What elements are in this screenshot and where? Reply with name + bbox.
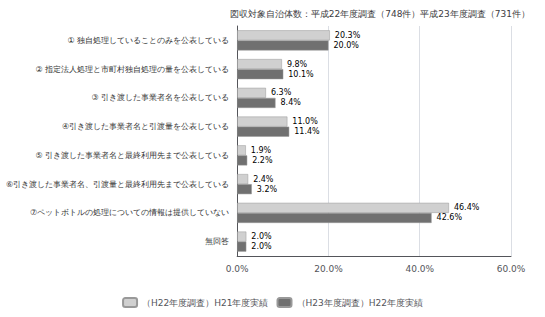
svg-text:④引き渡した事業者名と引渡量を公表している: ④引き渡した事業者名と引渡量を公表している — [62, 122, 229, 131]
svg-text:11.0%: 11.0% — [292, 117, 318, 126]
svg-text:2.2%: 2.2% — [252, 156, 273, 165]
svg-text:20.0%: 20.0% — [314, 264, 343, 274]
svg-text:② 指定法人処理と市町村独自処理の量を公表している: ② 指定法人処理と市町村独自処理の量を公表している — [35, 65, 229, 74]
svg-text:図収対象自治体数：平成22年度調査（748件）平成23年度調: 図収対象自治体数：平成22年度調査（748件）平成23年度調査（731件） — [230, 9, 530, 19]
svg-text:11.4%: 11.4% — [294, 127, 320, 136]
svg-text:2.0%: 2.0% — [251, 242, 272, 251]
svg-text:① 独自処理していることのみを公表している: ① 独自処理していることのみを公表している — [67, 36, 229, 45]
svg-text:8.4%: 8.4% — [281, 98, 302, 107]
svg-text:40.0%: 40.0% — [405, 264, 434, 274]
svg-text:20.3%: 20.3% — [335, 31, 361, 40]
svg-text:⑥引き渡した事業者名、引渡量と最終利用先まで公表している: ⑥引き渡した事業者名、引渡量と最終利用先まで公表している — [6, 180, 229, 189]
svg-text:60.0%: 60.0% — [497, 264, 526, 274]
svg-text:2.0%: 2.0% — [251, 232, 272, 241]
svg-text:20.0%: 20.0% — [333, 41, 359, 50]
svg-text:9.8%: 9.8% — [287, 60, 308, 69]
svg-text:10.1%: 10.1% — [288, 70, 314, 79]
svg-text:③ 引き渡した事業者名を公表している: ③ 引き渡した事業者名を公表している — [91, 93, 229, 102]
svg-text:46.4%: 46.4% — [454, 203, 480, 212]
svg-text:1.9%: 1.9% — [251, 146, 272, 155]
svg-text:6.3%: 6.3% — [271, 88, 292, 97]
svg-text:⑦ペットボトルの処理についての情報は提供していない: ⑦ペットボトルの処理についての情報は提供していない — [30, 208, 229, 217]
svg-text:無回答: 無回答 — [197, 237, 229, 246]
svg-text:⑤ 引き渡した事業者名と最終利用先まで公表している: ⑤ 引き渡した事業者名と最終利用先まで公表している — [35, 151, 229, 160]
svg-text:0.0%: 0.0% — [226, 264, 249, 274]
svg-text:2.4%: 2.4% — [253, 175, 274, 184]
svg-text:（H22年度調査）H21年度実績: （H22年度調査）H21年度実績 — [142, 298, 268, 308]
svg-text:42.6%: 42.6% — [437, 213, 463, 222]
svg-text:（H23年度調査）H22年度実績: （H23年度調査）H22年度実績 — [297, 298, 423, 308]
svg-text:3.2%: 3.2% — [257, 185, 278, 194]
